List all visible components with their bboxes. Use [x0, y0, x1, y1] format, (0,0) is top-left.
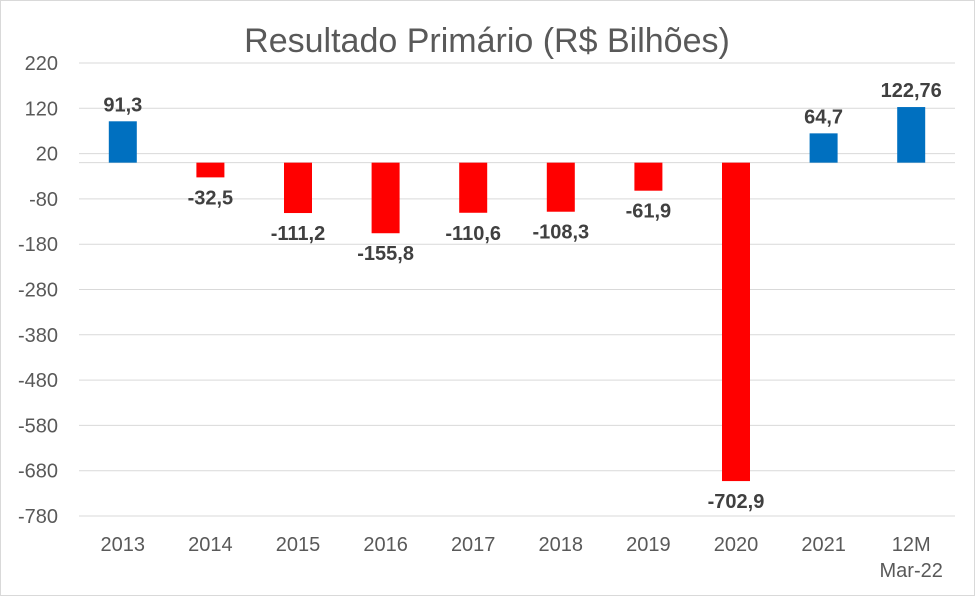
y-tick-label: 120: [25, 98, 58, 120]
x-tick-label: 12M: [892, 534, 931, 556]
data-label: -111,2: [271, 223, 326, 245]
bar: [546, 162, 575, 212]
x-tick-label: 2016: [363, 534, 408, 556]
x-tick-label: 2019: [626, 534, 671, 556]
x-tick-label: 2021: [801, 534, 846, 556]
y-tick-label: -680: [18, 461, 58, 483]
data-label: -702,9: [708, 491, 765, 513]
chart-title: Resultado Primário (R$ Bilhões): [244, 22, 730, 60]
y-tick-label: 20: [36, 144, 58, 166]
y-tick-label: -580: [18, 415, 58, 437]
x-tick-label: Mar-22: [880, 560, 943, 582]
bar: [371, 162, 400, 234]
y-tick-label: -180: [18, 234, 58, 256]
data-label: -110,6: [445, 223, 501, 245]
bar: [196, 162, 225, 178]
x-tick-label: 2017: [451, 534, 496, 556]
y-tick-label: -80: [29, 189, 58, 211]
y-tick-label: -380: [18, 325, 58, 347]
x-tick-label: 2014: [188, 534, 233, 556]
bar: [459, 162, 488, 213]
bar: [284, 162, 312, 214]
data-label: -155,8: [357, 243, 414, 265]
x-tick-label: 2015: [276, 534, 321, 556]
bar: [809, 133, 838, 163]
data-label: 122,76: [881, 80, 942, 102]
data-label: -108,3: [532, 222, 589, 244]
bar: [634, 162, 663, 191]
y-tick-label: -280: [18, 280, 58, 302]
data-label: -32,5: [188, 187, 234, 209]
bar: [722, 162, 750, 482]
x-tick-label: 2018: [539, 534, 584, 556]
x-tick-label: 2013: [101, 534, 146, 556]
data-label: 91,3: [103, 94, 142, 116]
bar: [108, 121, 137, 163]
data-label: 64,7: [804, 106, 843, 128]
y-tick-label: -480: [18, 370, 58, 392]
y-tick-label: -780: [18, 506, 58, 528]
data-label: -61,9: [626, 201, 672, 223]
bar: [897, 107, 926, 163]
x-tick-label: 2020: [714, 534, 759, 556]
y-tick-label: 220: [25, 53, 58, 75]
